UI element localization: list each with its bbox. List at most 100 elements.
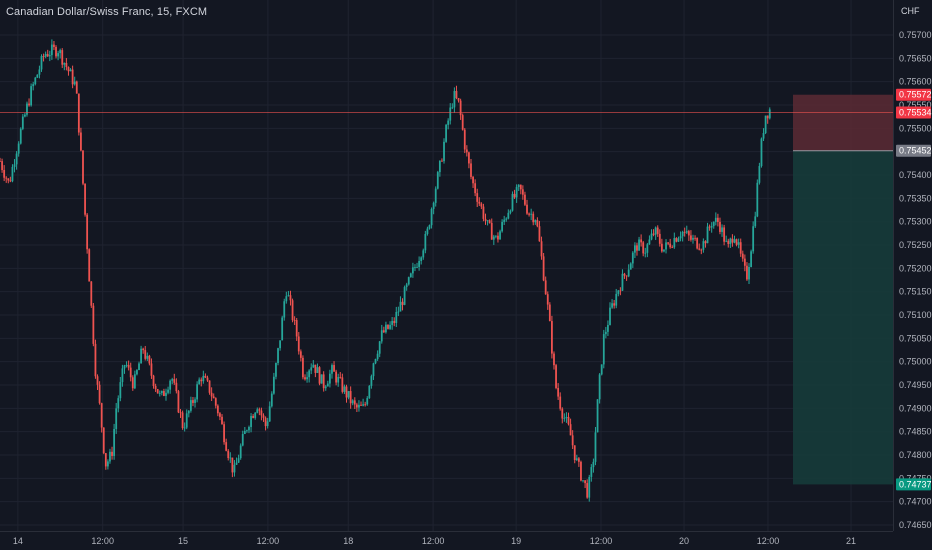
candle-body	[526, 204, 528, 214]
candle-body	[208, 380, 211, 393]
candle-body	[372, 363, 375, 377]
candle-body	[557, 387, 560, 397]
candle-body	[281, 317, 284, 341]
candle-body	[289, 295, 292, 301]
candle-body	[565, 416, 568, 418]
candle-body	[113, 428, 116, 456]
candle-body	[530, 213, 533, 215]
candle-body	[590, 467, 593, 477]
candle-body	[106, 461, 109, 467]
candle-body	[233, 464, 236, 473]
candle-body	[53, 44, 55, 47]
candle-body	[341, 377, 344, 392]
candle-body	[660, 243, 663, 252]
candle-body	[397, 311, 400, 313]
candle-body	[67, 67, 70, 72]
candle-body	[326, 383, 329, 387]
candle-body	[524, 194, 526, 205]
candle-body	[171, 379, 174, 381]
candle-body	[11, 166, 14, 182]
candle-body	[270, 393, 273, 407]
candle-body	[163, 391, 165, 396]
price-tick-label: 0.74900	[899, 403, 932, 413]
candle-body	[573, 445, 576, 461]
candle-body	[393, 320, 396, 323]
candle-body	[69, 69, 72, 72]
candle-body	[631, 252, 634, 264]
candle-body	[378, 341, 381, 354]
candle-body	[80, 132, 82, 151]
candle-body	[474, 183, 477, 194]
candle-body	[762, 132, 765, 139]
candle-body	[650, 233, 653, 240]
candle-body	[248, 427, 250, 431]
candle-body	[517, 184, 520, 188]
candle-body	[9, 180, 12, 182]
price-badge-label: 0.75534	[899, 107, 932, 117]
candle-body	[459, 100, 462, 116]
candle-body	[146, 355, 149, 359]
candle-body	[405, 284, 408, 288]
candle-body	[638, 239, 640, 251]
position-zones	[793, 94, 893, 485]
candle-body	[420, 257, 423, 262]
candle-body	[453, 90, 456, 108]
candle-body	[544, 280, 547, 295]
candle-body	[690, 235, 692, 240]
candle-body	[683, 231, 686, 233]
candle-body	[287, 295, 290, 297]
candle-body	[766, 115, 769, 119]
candle-body	[144, 350, 147, 359]
candle-body	[23, 114, 26, 117]
candle-body	[409, 273, 412, 278]
candle-body	[515, 187, 518, 198]
candle-body	[194, 399, 196, 403]
candle-body	[677, 238, 680, 242]
candle-body	[758, 166, 761, 183]
candle-body	[320, 374, 323, 384]
candle-body	[335, 371, 338, 383]
candle-body	[760, 138, 763, 167]
candle-body	[468, 152, 470, 164]
candle-body	[212, 396, 215, 399]
candle-body	[416, 266, 418, 268]
candle-body	[438, 160, 441, 173]
candle-body	[77, 93, 80, 133]
candle-body	[131, 377, 134, 389]
candle-body	[401, 301, 404, 305]
candle-body	[312, 364, 315, 368]
candle-body	[98, 384, 101, 404]
candle-body	[210, 392, 213, 397]
candle-body	[559, 396, 562, 409]
price-badge	[896, 478, 931, 491]
candle-body	[727, 240, 730, 245]
candle-body	[511, 193, 514, 211]
candle-body	[374, 359, 377, 364]
candle-body	[611, 303, 613, 308]
candle-body	[231, 457, 234, 473]
price-badge-label: 0.74737	[899, 479, 932, 489]
candle-body	[667, 242, 669, 244]
candle-body	[324, 386, 327, 389]
candle-body	[189, 400, 192, 411]
candle-body	[663, 249, 665, 252]
candle-body	[314, 364, 317, 373]
candle-body	[15, 153, 18, 165]
candle-body	[752, 226, 755, 252]
candle-body	[569, 424, 572, 436]
candle-body	[548, 304, 551, 322]
candle-body	[671, 247, 674, 248]
time-axis[interactable]: 14 12:00 15 12:00 18 12:00 19 12:00 20 12:00 21	[13, 536, 856, 546]
candle-body	[73, 81, 76, 85]
time-tick-label: 15	[178, 536, 188, 546]
candle-body	[318, 367, 321, 384]
candle-body	[488, 220, 491, 223]
price-tick-label: 0.74800	[899, 450, 932, 460]
candle-body	[441, 160, 443, 162]
candle-body	[646, 244, 649, 253]
candle-body	[430, 208, 433, 226]
candle-body	[623, 273, 626, 276]
candle-body	[262, 415, 265, 418]
candle-body	[382, 330, 385, 333]
